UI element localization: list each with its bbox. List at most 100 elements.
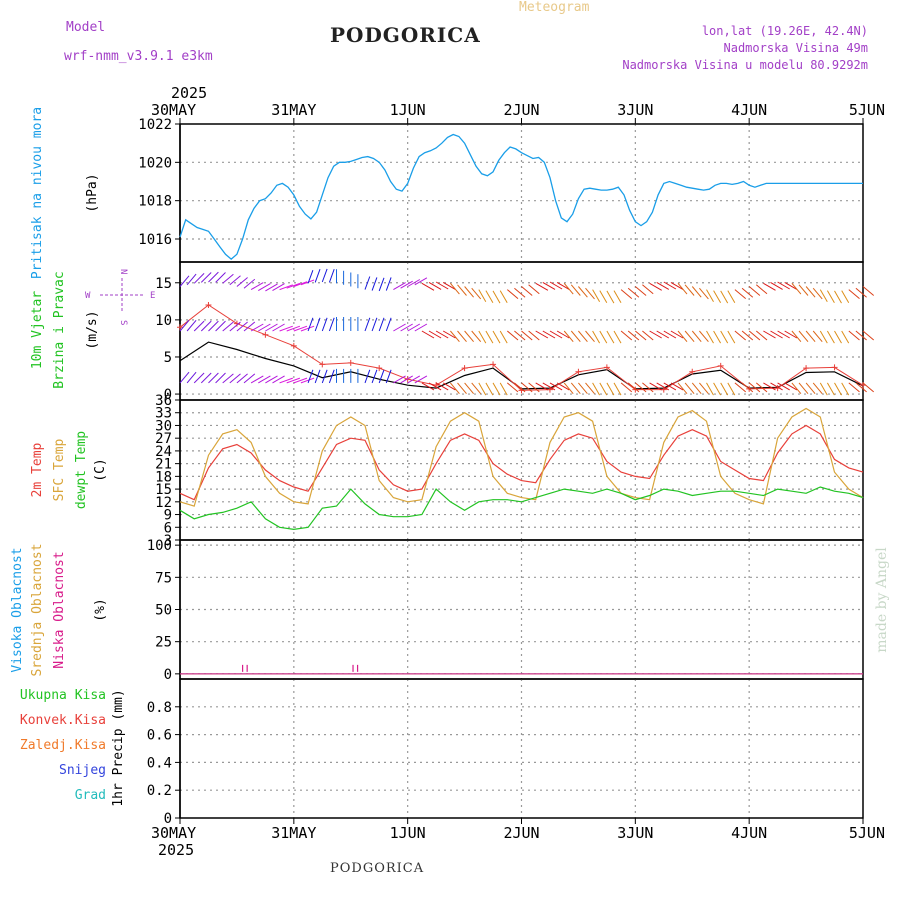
wind-arrow (450, 382, 460, 395)
wind-arrow (755, 382, 768, 393)
wind-arrow (634, 286, 647, 296)
wind-arrow (243, 321, 256, 332)
temp-ylabel-1: 2m Temp (30, 442, 45, 497)
wind-arrow (848, 330, 860, 341)
wind-arrow (321, 369, 328, 384)
wind-arrow (421, 382, 435, 391)
gust-marker (319, 361, 326, 368)
wind-arrow (570, 382, 581, 395)
wind-arrow (279, 377, 293, 384)
wind-arrow (684, 284, 695, 296)
year-label-bottom: 2025 (158, 841, 194, 859)
wind-arrow (258, 323, 271, 332)
wind-arrow (755, 330, 768, 341)
wind-arrow (186, 273, 197, 286)
wind-arrow (798, 330, 809, 343)
wind-arrow (314, 317, 321, 332)
ytick-label: 24 (155, 444, 172, 460)
wind-arrow (734, 330, 747, 341)
wind-arrow (200, 272, 212, 283)
wind-arrow (549, 330, 563, 339)
temp-unit: (C) (93, 458, 108, 481)
ytick-label: 25 (155, 635, 172, 651)
wind-arrow (699, 287, 709, 300)
temp-ylabel-2: SFC Temp (52, 439, 67, 502)
ytick-label: 0.6 (147, 728, 172, 744)
wind-arrow (364, 276, 371, 290)
wind-arrow (741, 287, 754, 298)
wind-arrow (435, 330, 449, 339)
wind-arrow (585, 330, 595, 343)
wind-arrow (663, 330, 677, 339)
wind-arrow (222, 373, 234, 384)
wind-arrow (407, 375, 421, 384)
wind-arrow (279, 284, 293, 291)
wind-arrow (414, 277, 428, 286)
wind-arrow (713, 382, 722, 396)
gust-marker (490, 361, 497, 368)
wind-arrow (563, 382, 574, 395)
cloud-unit: (%) (93, 598, 108, 621)
cloud-ylabel-3: Niska Oblacnost (52, 551, 67, 668)
wind-arrow (400, 280, 413, 289)
compass-w: W (85, 291, 91, 301)
wind-arrow (578, 382, 588, 395)
wind-arrow (634, 382, 647, 393)
wind-arrow (193, 320, 205, 332)
wind-arrow (620, 382, 633, 393)
pressure-line (179, 133, 863, 260)
wind-arrow (208, 320, 219, 332)
wind-arrow (570, 284, 581, 296)
wind-arrow (585, 287, 595, 300)
wind-arrow (684, 382, 695, 395)
ytick-label: 36 (155, 393, 172, 409)
wind-arrow (634, 330, 647, 341)
precip-legend-2: Zaledj.Kisa (20, 738, 106, 753)
cloud-panel: 0 25 50 75 100 (147, 538, 864, 683)
wind-arrow (407, 323, 421, 332)
wind-arrow (834, 382, 842, 396)
wind-arrow (542, 281, 556, 290)
precip-panel: 0 0.2 0.4 0.6 0.8 (147, 678, 864, 827)
date-label-top: 31MAY (271, 101, 316, 119)
wind-arrow (229, 373, 241, 384)
year-label-top: 2025 (171, 84, 207, 102)
gust-marker (177, 324, 183, 331)
wind-arrow (179, 319, 190, 332)
ytick-label: 5 (164, 350, 172, 366)
wind-arrow (855, 330, 867, 341)
ytick-label: 50 (155, 603, 172, 619)
ytick-label: 33 (155, 406, 172, 422)
wind-arrow (784, 382, 798, 391)
wind-arrow (748, 286, 761, 296)
wind-arrow (748, 330, 761, 341)
ytick-label: 0.2 (147, 783, 172, 799)
temperature-frame (179, 399, 864, 541)
date-label-top: 3JUN (617, 101, 653, 119)
wind-arrow (250, 375, 264, 384)
wind-arrow (713, 290, 722, 303)
wind-arrow (528, 382, 540, 393)
wind-arrow (627, 330, 640, 341)
wind-arrow (471, 287, 482, 300)
wind-arrow (770, 281, 783, 290)
date-label-bottom: 5JUN (849, 824, 885, 842)
wind-arrow (663, 281, 677, 290)
wind-arrow (535, 382, 549, 391)
wind-arrow (506, 330, 519, 341)
gust-marker (347, 359, 354, 366)
wind-arrow (784, 281, 798, 290)
wind-arrow (798, 284, 809, 296)
model-name: wrf-nmm_v3.9.1 e3km (64, 49, 213, 64)
wind-arrow (699, 330, 709, 343)
wind-arrow (819, 382, 828, 396)
wind-arrow (770, 330, 783, 339)
ytick-label: 0 (164, 667, 172, 683)
wind-arrow (556, 330, 570, 339)
wind-arrow (286, 282, 301, 289)
wind-arrow (186, 371, 197, 384)
wind-arrow (691, 382, 702, 395)
wind-arrow (613, 382, 622, 396)
wind-arrow (563, 330, 574, 343)
wind-arrow (293, 377, 308, 384)
